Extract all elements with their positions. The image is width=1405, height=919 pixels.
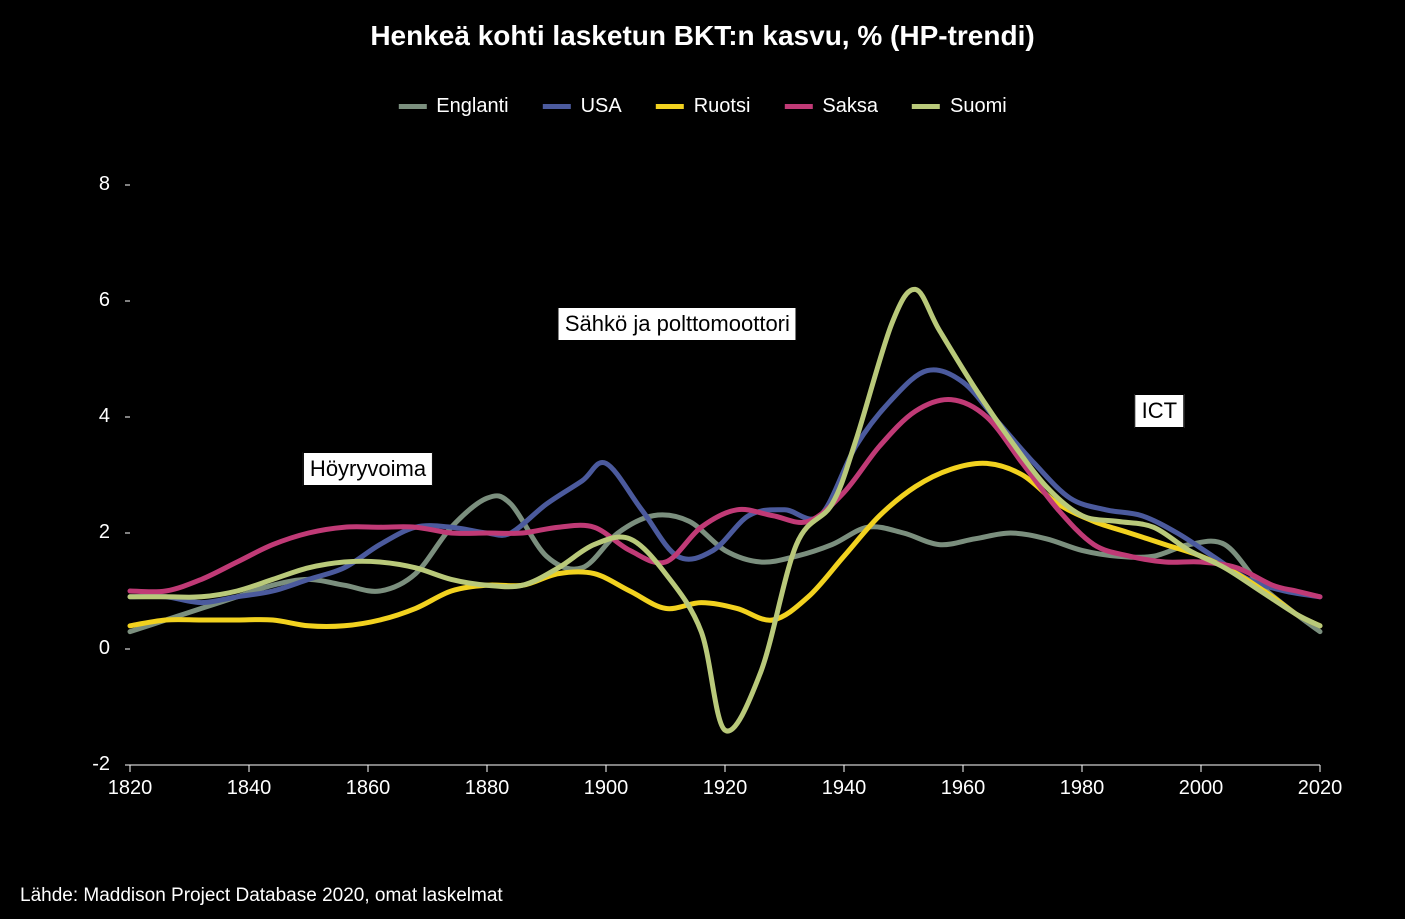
x-tick-1960: 1960 (941, 777, 986, 800)
legend-label-englanti: Englanti (436, 95, 508, 118)
annotation-1: Sähkö ja polttomoottori (558, 307, 797, 341)
y-tick--2: -2 (0, 753, 110, 776)
legend-item-suomi: Suomi (912, 95, 1007, 118)
legend-label-usa: USA (581, 95, 622, 118)
legend-label-saksa: Saksa (822, 95, 878, 118)
legend-item-englanti: Englanti (398, 95, 508, 118)
y-tick-8: 8 (0, 173, 110, 196)
series-line-suomi (130, 289, 1320, 731)
source-footer: Lähde: Maddison Project Database 2020, o… (20, 885, 503, 907)
x-tick-1820: 1820 (108, 777, 153, 800)
x-tick-1900: 1900 (584, 777, 629, 800)
x-tick-2020: 2020 (1298, 777, 1343, 800)
legend: Englanti USA Ruotsi Saksa Suomi (398, 95, 1006, 118)
y-tick-2: 2 (0, 521, 110, 544)
x-tick-1880: 1880 (465, 777, 510, 800)
y-tick-0: 0 (0, 637, 110, 660)
x-tick-1980: 1980 (1060, 777, 1105, 800)
series-line-ruotsi (130, 463, 1320, 626)
x-tick-1860: 1860 (346, 777, 391, 800)
x-tick-1920: 1920 (703, 777, 748, 800)
annotation-0: Höyryvoima (303, 452, 433, 486)
y-tick-6: 6 (0, 289, 110, 312)
annotation-2: ICT (1135, 394, 1184, 428)
legend-swatch-usa (543, 104, 571, 109)
economic-growth-chart: Henkeä kohti lasketun BKT:n kasvu, % (HP… (0, 0, 1405, 919)
legend-swatch-saksa (784, 104, 812, 109)
legend-item-usa: USA (543, 95, 622, 118)
legend-swatch-englanti (398, 104, 426, 109)
x-tick-1940: 1940 (822, 777, 867, 800)
legend-swatch-ruotsi (656, 104, 684, 109)
legend-item-ruotsi: Ruotsi (656, 95, 751, 118)
legend-swatch-suomi (912, 104, 940, 109)
legend-item-saksa: Saksa (784, 95, 878, 118)
legend-label-suomi: Suomi (950, 95, 1007, 118)
x-tick-2000: 2000 (1179, 777, 1224, 800)
legend-label-ruotsi: Ruotsi (694, 95, 751, 118)
chart-title: Henkeä kohti lasketun BKT:n kasvu, % (HP… (370, 20, 1034, 52)
plot-area (125, 165, 1330, 820)
chart-svg (125, 165, 1330, 820)
y-tick-4: 4 (0, 405, 110, 428)
x-tick-1840: 1840 (227, 777, 272, 800)
